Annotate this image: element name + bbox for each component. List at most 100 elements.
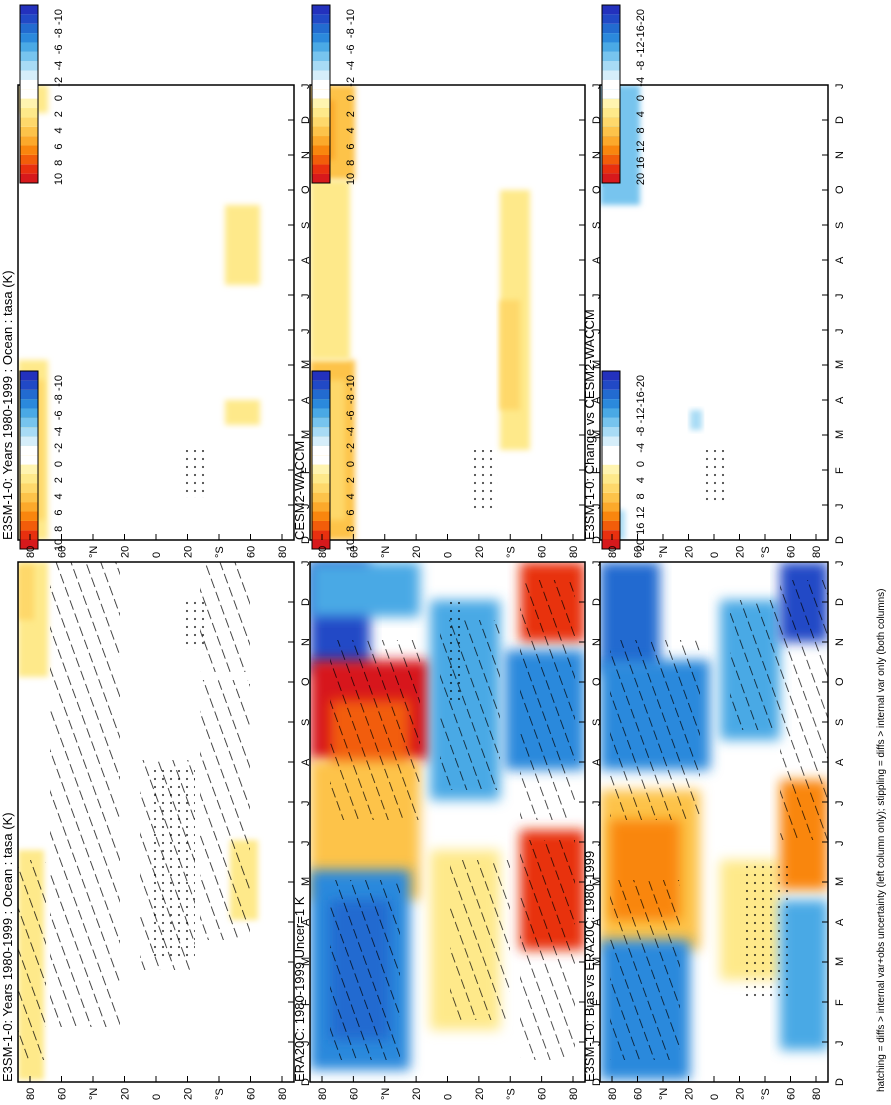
colorbar-swatch [312, 417, 330, 428]
panel-model-climatology-left: E3SM-1-0: Years 1980-1999 : Ocean : tasa… [0, 561, 295, 1083]
colorbar-swatch [602, 380, 620, 390]
colorbar-swatch [312, 117, 330, 127]
lat-tick-label: °N [380, 546, 392, 558]
panel-title: E3SM-1-0: Years 1980-1999 : Ocean : tasa… [0, 270, 15, 540]
colorbar-tick-label: -4 [635, 443, 647, 453]
colorbar-frame [19, 4, 39, 184]
colorbar-swatch [602, 51, 620, 62]
month-tick-label: M [591, 430, 603, 439]
colorbar-swatch [20, 23, 38, 34]
month-tick-label: D [591, 116, 603, 124]
month-tick-label: J [300, 504, 312, 510]
colorbar-swatch [312, 445, 330, 456]
colorbar-swatch [602, 126, 620, 137]
month-tick-label: D [300, 1078, 312, 1086]
lat-tick-label: 60 [537, 546, 549, 558]
colorbar-swatch [602, 427, 620, 437]
month-tick-label: J [834, 561, 846, 567]
month-tick-label: D [591, 598, 603, 606]
colorbar-swatch [20, 408, 38, 418]
colorbar-swatch [20, 455, 38, 465]
lat-tick-label: 80 [25, 1088, 37, 1100]
colorbar-swatch [20, 389, 38, 400]
month-tick-label: A [834, 758, 846, 766]
colorbar-swatch [20, 145, 38, 155]
colorbar-swatch [602, 79, 620, 90]
colorbar-swatch [602, 23, 620, 34]
colorbar-swatch [602, 5, 620, 15]
month-tick-label: F [300, 999, 312, 1006]
lat-tick-label: °S [760, 546, 772, 558]
month-tick-label: A [591, 758, 603, 766]
month-tick-label: F [591, 999, 603, 1006]
colorbar-swatch [602, 408, 620, 418]
colorbar-tick-label: 8 [635, 127, 647, 133]
lat-tick-label: 60 [786, 546, 798, 558]
lat-tick-label: 0 [151, 552, 163, 558]
panel-title: ERA20C: 1980-1999 Uncer=1 K [292, 896, 307, 1082]
colorbar-tick-label: -2 [345, 443, 357, 453]
month-tick-label: S [300, 222, 312, 229]
colorbar-swatch [20, 436, 38, 446]
colorbar-swatch [312, 154, 330, 165]
lat-tick-label: 60 [57, 546, 69, 558]
lat-tick-label: 60 [348, 546, 360, 558]
month-tick-label: D [834, 598, 846, 606]
lat-tick-label: 80 [25, 546, 37, 558]
colorbar-frame [311, 4, 331, 184]
month-tick-label: J [591, 294, 603, 300]
colorbar-swatch [602, 33, 620, 43]
month-tick-label: A [834, 918, 846, 926]
month-tick-label: D [591, 1078, 603, 1086]
colorbar-swatch [312, 464, 330, 475]
colorbar-swatch [312, 164, 330, 174]
lat-tick-label: 20 [183, 1088, 195, 1100]
colorbar-swatch [602, 399, 620, 409]
colorbar-swatch [602, 389, 620, 400]
colorbar-tick-label: 20 [635, 539, 647, 551]
month-tick-label: J [834, 329, 846, 335]
month-tick-label: M [300, 957, 312, 966]
month-tick-label: A [300, 918, 312, 926]
lat-tick-label: 0 [443, 1094, 455, 1100]
lat-tick-label: 80 [811, 1088, 823, 1100]
month-tick-label: D [834, 116, 846, 124]
lat-tick-label: °S [214, 546, 226, 558]
colorbar-frame [601, 370, 621, 550]
colorbar-swatch [602, 136, 620, 146]
lat-tick-label: 60 [633, 546, 645, 558]
colorbar-swatch [312, 530, 330, 540]
month-tick-label: J [591, 84, 603, 90]
colorbar-swatch [20, 79, 38, 90]
colorbar-swatch [312, 380, 330, 390]
month-tick-label: J [834, 84, 846, 90]
month-tick-label: J [591, 504, 603, 510]
lat-tick-label: °N [658, 1088, 670, 1100]
colorbar-tick-label: 4 [635, 477, 647, 483]
lat-tick-label: 20 [735, 546, 747, 558]
colorbar-swatch [312, 108, 330, 118]
colorbar-tick-label: 8 [53, 160, 65, 166]
lat-tick-label: 20 [684, 546, 696, 558]
colorbar-tick-label: -8 [635, 427, 647, 437]
colorbar-tick-label: -10 [345, 9, 357, 25]
colorbar-tick-label: -6 [345, 45, 357, 55]
colorbar-swatch [602, 42, 620, 52]
month-tick-label: D [834, 1078, 846, 1086]
panel-reference-model-right: CESM2-WACCM [292, 84, 586, 541]
colorbar-tick-label: 6 [53, 144, 65, 150]
panel-bias-left: E3SM-1-0: Bias vs ERA20C: 1980-1999 [582, 561, 829, 1083]
colorbar-tick-label: 16 [635, 157, 647, 169]
colorbar-tick-label: -6 [53, 45, 65, 55]
month-tick-label: J [834, 294, 846, 300]
colorbar-swatch [20, 492, 38, 503]
colorbar-tick-label: 2 [345, 111, 357, 117]
month-tick-label: O [300, 677, 312, 686]
colorbar-swatch [602, 436, 620, 446]
lat-tick-label: 60 [348, 1088, 360, 1100]
colorbar-swatch [20, 371, 38, 381]
colorbar-swatch [312, 399, 330, 409]
month-tick-label: D [591, 536, 603, 544]
